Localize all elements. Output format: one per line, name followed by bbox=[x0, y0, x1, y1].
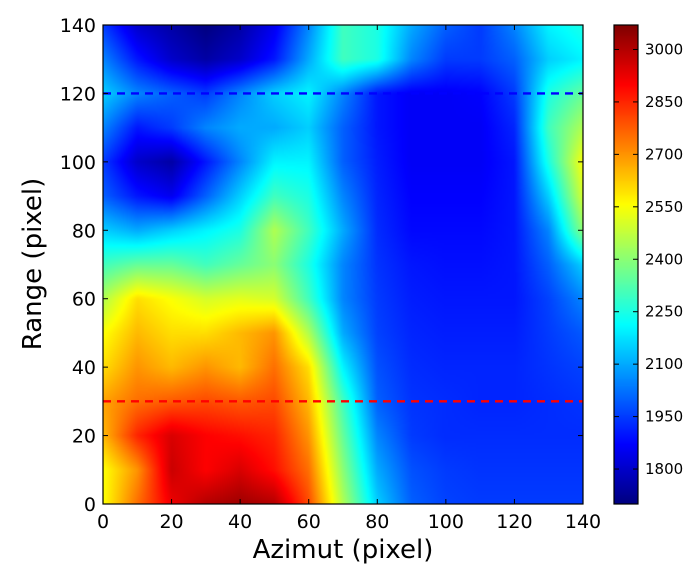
y-tick-label: 60 bbox=[72, 289, 96, 311]
x-axis-title: Azimut (pixel) bbox=[253, 535, 434, 565]
colorbar-tick-label: 2700 bbox=[645, 145, 683, 163]
reference-lines bbox=[103, 92, 583, 403]
colorbar-tick-label: 2100 bbox=[645, 355, 683, 373]
y-tick-label: 20 bbox=[72, 426, 96, 448]
plot-area bbox=[103, 25, 583, 504]
colorbar-tick-label: 1950 bbox=[645, 408, 683, 426]
x-tick-label: 20 bbox=[159, 511, 183, 533]
y-axis: 0 20 40 60 80 100 120 140 bbox=[60, 15, 583, 516]
x-tick-label: 0 bbox=[97, 511, 109, 533]
colorbar-tick-label: 3000 bbox=[645, 40, 683, 58]
x-axis: 0 20 40 60 80 100 120 140 bbox=[97, 25, 601, 533]
x-tick-label: 40 bbox=[228, 511, 252, 533]
y-tick-label: 40 bbox=[72, 357, 96, 379]
colorbar-tick-label: 1800 bbox=[645, 460, 683, 478]
colorbar: 1800 1950 2100 2250 2400 2550 2700 2850 3000 bbox=[613, 24, 683, 505]
colorbar-frame bbox=[613, 24, 639, 505]
y-tick-label: 0 bbox=[84, 494, 96, 516]
y-tick-label: 100 bbox=[60, 152, 96, 174]
x-tick-label: 100 bbox=[428, 511, 464, 533]
colorbar-tick-label: 2550 bbox=[645, 198, 683, 216]
x-tick-label: 60 bbox=[297, 511, 321, 533]
x-tick-label: 120 bbox=[496, 511, 532, 533]
heatmap-image bbox=[103, 25, 583, 504]
colorbar-tick-label: 2400 bbox=[645, 250, 683, 268]
y-tick-label: 80 bbox=[72, 220, 96, 242]
x-tick-label: 140 bbox=[565, 511, 601, 533]
colorbar-gradient bbox=[614, 25, 638, 504]
y-axis-title: Range (pixel) bbox=[18, 178, 48, 351]
colorbar-tick-label: 2250 bbox=[645, 303, 683, 321]
plot-frame bbox=[102, 24, 584, 505]
colorbar-tick-label: 2850 bbox=[645, 93, 683, 111]
x-tick-label: 80 bbox=[365, 511, 389, 533]
y-tick-label: 120 bbox=[60, 83, 96, 105]
y-tick-label: 140 bbox=[60, 15, 96, 37]
